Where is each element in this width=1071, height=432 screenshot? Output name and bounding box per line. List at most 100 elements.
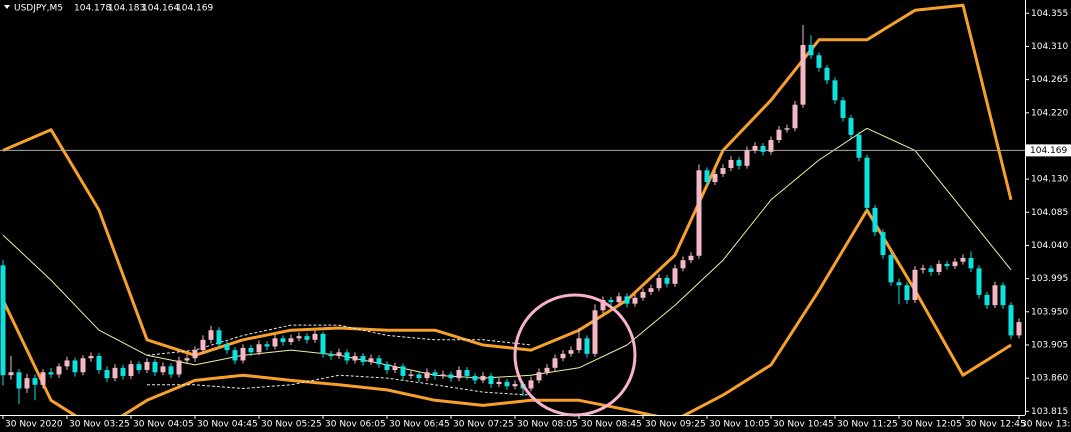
plot-area bbox=[0, 3, 1025, 415]
x-tick-label: 30 Nov 10:45 bbox=[773, 420, 834, 430]
candle-body bbox=[984, 294, 990, 306]
candle-body bbox=[496, 381, 502, 385]
candle-body bbox=[480, 375, 486, 381]
candle-body bbox=[192, 350, 198, 359]
y-tick-label: 104.040 bbox=[1031, 241, 1068, 251]
candle-body bbox=[720, 168, 726, 174]
candle-body bbox=[440, 374, 446, 376]
candle-body bbox=[544, 367, 550, 373]
x-tick-label: 30 Nov 06:05 bbox=[325, 420, 386, 430]
candle-body bbox=[56, 366, 62, 375]
candle-body bbox=[280, 338, 286, 343]
candle-body bbox=[16, 372, 22, 389]
candle-body bbox=[1008, 305, 1014, 336]
candle-body bbox=[672, 268, 678, 284]
y-tick-label: 104.355 bbox=[1031, 9, 1068, 19]
candle-body bbox=[712, 173, 718, 183]
x-tick-label: 30 Nov 09:25 bbox=[645, 420, 706, 430]
candle-body bbox=[344, 352, 350, 361]
candle-body bbox=[144, 361, 150, 371]
candle-body bbox=[928, 268, 934, 272]
candle-body bbox=[968, 257, 974, 269]
candle-body bbox=[120, 367, 126, 376]
candle-body bbox=[472, 375, 478, 381]
candle-body bbox=[616, 296, 622, 303]
candle-body bbox=[808, 44, 814, 56]
candle-body bbox=[816, 55, 822, 68]
candle-body bbox=[0, 265, 6, 376]
indicator-line bbox=[147, 374, 532, 396]
candle-body bbox=[392, 366, 398, 371]
candle-body bbox=[688, 255, 694, 261]
x-tick-label: 30 Nov 08:45 bbox=[581, 420, 642, 430]
candle-body bbox=[240, 347, 246, 361]
candle-body bbox=[408, 374, 414, 376]
candle-body bbox=[896, 282, 902, 286]
indicator-line bbox=[146, 324, 532, 356]
menu-arrow bbox=[4, 5, 10, 9]
candle-body bbox=[176, 360, 182, 375]
candle-body bbox=[32, 378, 38, 385]
candle-body bbox=[336, 352, 342, 357]
candle-body bbox=[432, 372, 438, 376]
candle-body bbox=[848, 117, 854, 135]
y-tick-label: 104.265 bbox=[1031, 75, 1068, 85]
candle-body bbox=[936, 263, 942, 272]
candle-body bbox=[400, 366, 406, 376]
highlight-circle bbox=[513, 293, 637, 417]
y-tick-label: 103.995 bbox=[1031, 274, 1068, 284]
x-tick-label: 30 Nov 07:25 bbox=[453, 420, 514, 430]
x-tick-label: 30 Nov 12:45 bbox=[965, 420, 1026, 430]
x-tick-label: 30 Nov 11:25 bbox=[837, 420, 898, 430]
candle-body bbox=[664, 277, 670, 284]
candle-body bbox=[528, 380, 534, 389]
candle-body bbox=[296, 336, 302, 339]
candle-body bbox=[448, 374, 454, 379]
candle-body bbox=[656, 277, 662, 289]
y-tick-label: 103.950 bbox=[1031, 307, 1068, 317]
x-tick-label: 30 Nov 08:05 bbox=[517, 420, 578, 430]
candle-body bbox=[552, 358, 558, 368]
candle-body bbox=[48, 372, 54, 375]
indicator-line bbox=[2, 3, 1013, 357]
candle-body bbox=[912, 269, 918, 301]
candle-body bbox=[360, 356, 366, 362]
candle-body bbox=[760, 145, 766, 152]
y-tick-label: 103.905 bbox=[1031, 340, 1068, 350]
candle-body bbox=[1016, 322, 1022, 336]
candle-body bbox=[880, 232, 886, 256]
candle-body bbox=[752, 145, 758, 151]
indicator-line bbox=[1, 208, 1012, 415]
header-price: 104.183 bbox=[108, 4, 145, 14]
candle-body bbox=[416, 374, 422, 379]
candle-body bbox=[376, 358, 382, 365]
candle-body bbox=[824, 67, 830, 81]
candle-body bbox=[488, 375, 494, 385]
x-tick-label: 30 Nov 05:25 bbox=[261, 420, 322, 430]
candle-body bbox=[608, 300, 614, 303]
candle-body bbox=[216, 330, 222, 345]
price-label: 104.169 bbox=[1030, 146, 1067, 156]
candle-body bbox=[456, 370, 462, 379]
candle-body bbox=[704, 170, 710, 183]
candle-body bbox=[800, 44, 806, 105]
candle-body bbox=[352, 356, 358, 361]
x-tick-label: 30 Nov 03:25 bbox=[69, 420, 130, 430]
y-tick-label: 103.860 bbox=[1031, 374, 1068, 384]
candle-body bbox=[784, 128, 790, 130]
candle-body bbox=[424, 372, 430, 379]
y-tick-label: 104.130 bbox=[1031, 175, 1068, 185]
y-tick-label: 104.220 bbox=[1031, 108, 1068, 118]
candle-body bbox=[648, 288, 654, 292]
candle-body bbox=[840, 100, 846, 118]
candle-body bbox=[104, 370, 110, 379]
candle-body bbox=[624, 296, 630, 304]
candle-body bbox=[272, 338, 278, 347]
candle-body bbox=[200, 339, 206, 351]
candle-body bbox=[152, 361, 158, 373]
candle-body bbox=[64, 360, 70, 367]
candle-body bbox=[696, 170, 702, 256]
x-tick-label: 30 Nov 04:05 bbox=[133, 420, 194, 430]
candle-body bbox=[88, 356, 94, 359]
